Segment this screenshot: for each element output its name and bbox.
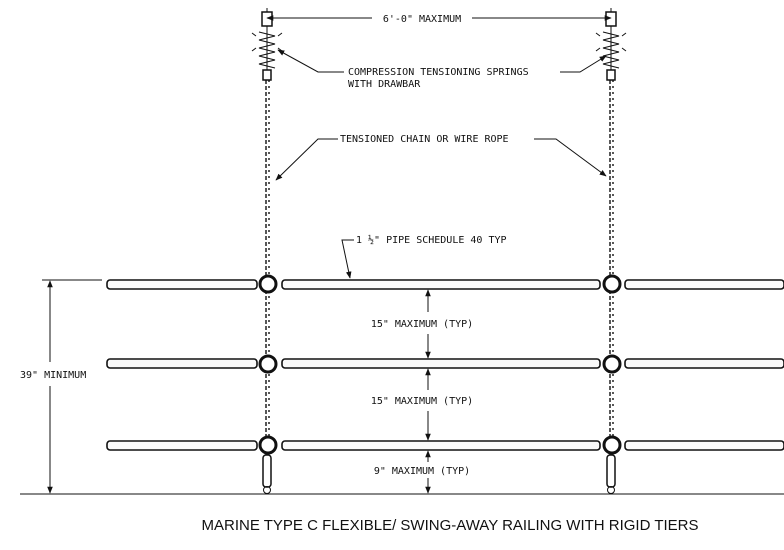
connectors — [258, 274, 622, 455]
pipe-label: 1 ½" PIPE SCHEDULE 40 TYP — [356, 234, 507, 246]
rail-top-left — [106, 279, 258, 290]
rail-top-right — [624, 279, 784, 290]
gap-bottom-label: 9" MAXIMUM (TYP) — [374, 466, 470, 477]
springs-callout: COMPRESSION TENSIONING SPRINGS WITH DRAW… — [277, 49, 607, 90]
connector-top-right — [602, 274, 622, 294]
overall-height-label: 39" MINIMUM — [20, 370, 86, 381]
anchor-right — [606, 454, 616, 488]
rails — [106, 279, 784, 451]
overall-height-dimension: 39" MINIMUM — [20, 279, 102, 494]
connector-bottom-right — [602, 435, 622, 455]
chain-label: TENSIONED CHAIN OR WIRE ROPE — [340, 134, 509, 145]
rail-top-center — [281, 279, 601, 290]
gap-upper-label: 15" MAXIMUM (TYP) — [371, 319, 473, 330]
connector-bottom-left — [258, 435, 278, 455]
springs-label-line2: WITH DRAWBAR — [348, 79, 421, 90]
gap-middle-label: 15" MAXIMUM (TYP) — [371, 396, 473, 407]
connector-middle-right — [602, 354, 622, 374]
rail-bottom-left — [106, 440, 258, 451]
anchor-left — [262, 454, 272, 488]
chain-callout: TENSIONED CHAIN OR WIRE ROPE — [275, 134, 607, 181]
spring-left — [251, 8, 283, 81]
rail-middle-right — [624, 358, 784, 369]
connector-middle-left — [258, 354, 278, 374]
rail-bottom-center — [281, 440, 601, 451]
top-dimension-label: 6'-0" MAXIMUM — [383, 14, 461, 25]
top-dimension: 6'-0" MAXIMUM — [266, 14, 612, 25]
rail-middle-left — [106, 358, 258, 369]
rail-bottom-right — [624, 440, 784, 451]
connector-top-left — [258, 274, 278, 294]
spacing-dimensions: 15" MAXIMUM (TYP) 15" MAXIMUM (TYP) 9" M… — [371, 289, 473, 494]
rail-middle-center — [281, 358, 601, 369]
anchor-fittings — [262, 454, 616, 494]
pipe-callout: 1 ½" PIPE SCHEDULE 40 TYP — [341, 234, 507, 279]
diagram-caption: MARINE TYPE C FLEXIBLE/ SWING-AWAY RAILI… — [201, 517, 698, 534]
springs-label-line1: COMPRESSION TENSIONING SPRINGS — [348, 67, 529, 78]
spring-right — [595, 8, 627, 81]
